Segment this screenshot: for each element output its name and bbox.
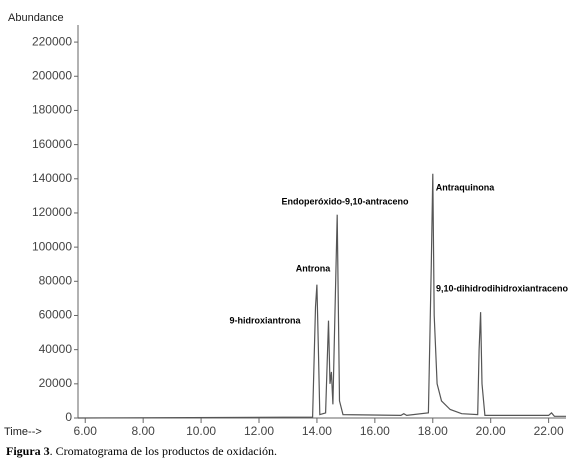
y-tick-label: 100000: [32, 239, 72, 253]
peak-annotation: Antrona: [296, 263, 331, 273]
x-tick-label: 12.00: [244, 424, 274, 438]
y-tick-label: 120000: [32, 205, 72, 219]
x-axis-label: Time-->: [4, 426, 42, 438]
caption-text: . Cromatograma de los productos de oxida…: [50, 444, 277, 458]
peak-annotation: 9,10-dihidrodihidroxiantraceno: [436, 283, 569, 293]
y-axis-label: Abundance: [8, 12, 64, 24]
caption: Figura 3. Cromatograma de los productos …: [6, 444, 277, 458]
x-tick-label: 16.00: [360, 424, 390, 438]
caption-label: Figura 3: [6, 444, 50, 458]
x-tick-label: 8.00: [131, 424, 155, 438]
y-tick-label: 20000: [39, 376, 73, 390]
x-tick-label: 14.00: [302, 424, 332, 438]
x-tick-label: 18.00: [418, 424, 448, 438]
y-tick-label: 60000: [39, 308, 73, 322]
y-tick-label: 220000: [32, 34, 72, 48]
chromatogram-line: [77, 173, 566, 419]
peak-annotation: 9-hidroxiantrona: [229, 315, 301, 325]
x-tick-label: 20.00: [476, 424, 506, 438]
y-tick-label: 180000: [32, 103, 72, 117]
x-tick-label: 22.00: [534, 424, 564, 438]
x-tick-label: 10.00: [186, 424, 216, 438]
peak-annotation: Antraquinona: [436, 182, 495, 192]
y-tick-label: 200000: [32, 68, 72, 82]
y-tick-label: 140000: [32, 171, 72, 185]
x-tick-label: 6.00: [74, 424, 98, 438]
peak-annotation: Endoperóxido-9,10-antraceno: [281, 196, 409, 206]
y-tick-label: 40000: [39, 342, 73, 356]
y-tick-label: 80000: [39, 273, 73, 287]
y-tick-label: 160000: [32, 137, 72, 151]
y-tick-label: 0: [65, 410, 72, 424]
